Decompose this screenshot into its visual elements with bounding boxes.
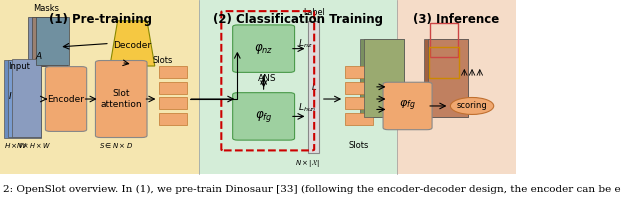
Bar bbox=[4, 60, 41, 138]
Bar bbox=[32, 17, 67, 66]
Bar bbox=[159, 113, 188, 125]
Bar bbox=[159, 66, 188, 78]
Text: $L$: $L$ bbox=[310, 81, 317, 92]
Bar bbox=[424, 39, 468, 117]
Text: $L_{hun}$: $L_{hun}$ bbox=[298, 101, 317, 114]
Bar bbox=[344, 97, 373, 109]
Bar bbox=[360, 39, 404, 117]
Text: (1) Pre-training: (1) Pre-training bbox=[49, 13, 152, 26]
Bar bbox=[429, 23, 458, 57]
Polygon shape bbox=[110, 21, 155, 66]
Bar bbox=[344, 113, 373, 125]
Text: Encoder: Encoder bbox=[47, 95, 84, 103]
Text: ANS: ANS bbox=[258, 74, 276, 83]
Text: Decoder: Decoder bbox=[113, 41, 152, 50]
Text: (2) Classification Training: (2) Classification Training bbox=[213, 13, 383, 26]
Text: Slots: Slots bbox=[152, 56, 173, 65]
FancyBboxPatch shape bbox=[383, 82, 432, 130]
Bar bbox=[308, 21, 319, 153]
Bar bbox=[159, 97, 188, 109]
Text: Slot
attention: Slot attention bbox=[100, 89, 142, 109]
Bar bbox=[8, 60, 41, 137]
Text: $I$: $I$ bbox=[8, 90, 12, 101]
Bar bbox=[428, 39, 468, 117]
FancyBboxPatch shape bbox=[0, 0, 198, 174]
Bar bbox=[344, 82, 373, 94]
FancyBboxPatch shape bbox=[198, 0, 397, 174]
Text: Label: Label bbox=[303, 8, 324, 17]
FancyBboxPatch shape bbox=[397, 0, 516, 174]
Text: Masks: Masks bbox=[33, 4, 60, 13]
Bar bbox=[364, 39, 404, 117]
Text: Slots: Slots bbox=[348, 141, 369, 150]
FancyBboxPatch shape bbox=[233, 93, 294, 140]
Text: Input: Input bbox=[8, 62, 29, 70]
Text: $\varphi_{fg}$: $\varphi_{fg}$ bbox=[255, 109, 273, 124]
Bar bbox=[28, 17, 65, 66]
FancyBboxPatch shape bbox=[95, 61, 147, 138]
Bar bbox=[344, 66, 373, 78]
Text: $\varphi_{nz}$: $\varphi_{nz}$ bbox=[254, 42, 273, 56]
Text: 2: OpenSlot overview. In (1), we pre-train Dinosaur [33] (following the encoder-: 2: OpenSlot overview. In (1), we pre-tra… bbox=[3, 185, 620, 194]
Text: $H \times W$: $H \times W$ bbox=[4, 141, 28, 150]
FancyBboxPatch shape bbox=[45, 67, 86, 132]
Text: $S \in N \times D$: $S \in N \times D$ bbox=[99, 141, 133, 150]
Bar bbox=[12, 59, 41, 137]
Bar bbox=[36, 17, 69, 65]
Circle shape bbox=[451, 98, 493, 115]
Text: $N \times |\mathcal{X}|$: $N \times |\mathcal{X}|$ bbox=[295, 158, 320, 169]
Bar bbox=[429, 47, 459, 78]
Bar bbox=[159, 82, 188, 94]
Text: $N \times H \times W$: $N \times H \times W$ bbox=[16, 141, 51, 150]
FancyBboxPatch shape bbox=[233, 25, 294, 72]
Text: $\varphi_{fg}$: $\varphi_{fg}$ bbox=[399, 99, 416, 113]
Text: $A$: $A$ bbox=[35, 50, 43, 61]
Text: scoring: scoring bbox=[457, 101, 488, 110]
Text: (3) Inference: (3) Inference bbox=[413, 13, 500, 26]
Text: $L_{nz}$: $L_{nz}$ bbox=[298, 37, 313, 50]
